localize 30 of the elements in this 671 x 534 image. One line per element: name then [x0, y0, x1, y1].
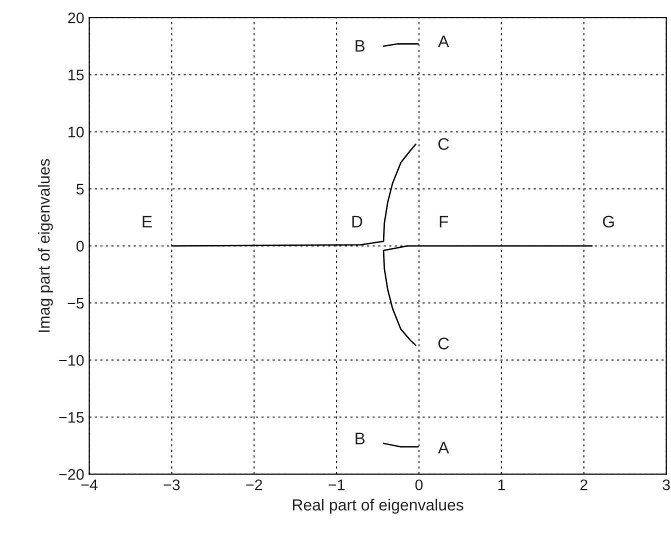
x-tick-label: −3: [164, 479, 180, 490]
y-tick-label: 0: [76, 240, 84, 252]
y-tick-label: −20: [59, 469, 84, 480]
annotation: D: [352, 216, 362, 228]
line-series: [170, 144, 416, 247]
x-axis-title: Real part of eigenvalues: [292, 498, 464, 514]
y-tick-label: 15: [68, 70, 84, 80]
x-tick-label: 1: [498, 480, 505, 490]
y-tick-label: 5: [76, 184, 84, 195]
x-tick-label: 3: [662, 479, 670, 490]
x-tick-label: 0: [415, 479, 423, 490]
y-tick-label: −5: [68, 298, 84, 309]
annotation: C: [438, 338, 449, 350]
annotation: B: [356, 40, 365, 52]
annotation: C: [438, 138, 449, 150]
y-tick-label: 10: [68, 126, 84, 138]
x-tick-label: −2: [246, 479, 262, 490]
annotation: E: [142, 216, 152, 228]
annotation: A: [438, 36, 450, 48]
y-tick-label: −15: [59, 412, 84, 423]
annotation: A: [438, 442, 450, 454]
annotation: B: [356, 432, 365, 444]
y-axis-title: Imag part of eigenvalues: [38, 159, 53, 332]
x-tick-label: −4: [81, 480, 98, 490]
y-tick-label: 20: [68, 12, 84, 24]
x-tick-label: 2: [580, 479, 588, 490]
annotation: G: [602, 216, 614, 228]
annotation: F: [440, 216, 448, 228]
y-tick-label: −10: [59, 354, 84, 366]
x-tick-label: −1: [328, 480, 345, 490]
